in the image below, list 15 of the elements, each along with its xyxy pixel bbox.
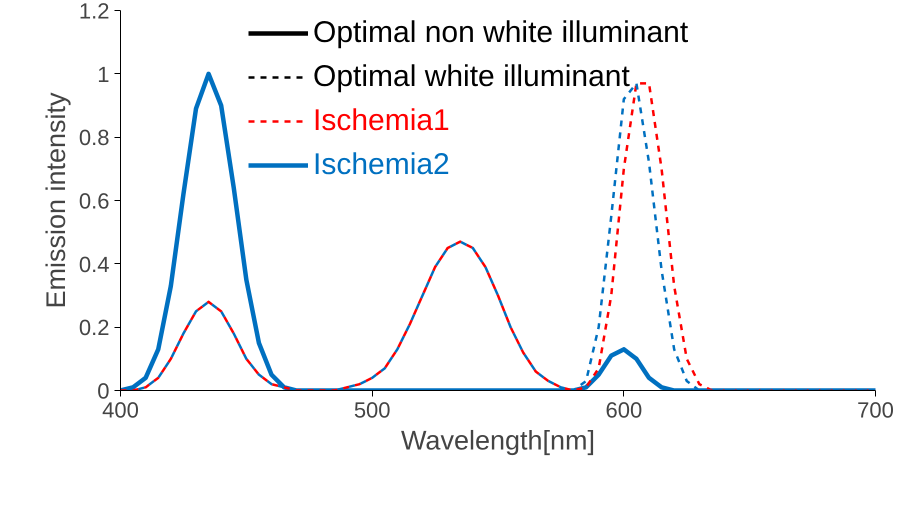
x-tick-label: 700 (857, 398, 894, 422)
legend-label: Ischemia2 (313, 148, 450, 182)
legend-label: Optimal white illuminant (313, 60, 630, 94)
y-tick-label: 1 (97, 62, 110, 87)
y-axis-title: Emission intensity (40, 92, 71, 309)
x-axis-title: Wavelength[nm] (400, 426, 596, 456)
x-tick-label: 600 (605, 398, 642, 422)
y-tick-label: 0.4 (78, 252, 110, 277)
y-tick-label: 0.8 (78, 125, 110, 150)
legend-label: Ischemia1 (313, 104, 450, 138)
legend-label: Optimal non white illuminant (313, 16, 688, 50)
y-tick-label: 0.2 (78, 315, 110, 340)
y-tick-label: 0.6 (78, 188, 110, 214)
y-tick-label: 1.2 (78, 0, 110, 24)
x-tick-label: 500 (354, 398, 391, 422)
